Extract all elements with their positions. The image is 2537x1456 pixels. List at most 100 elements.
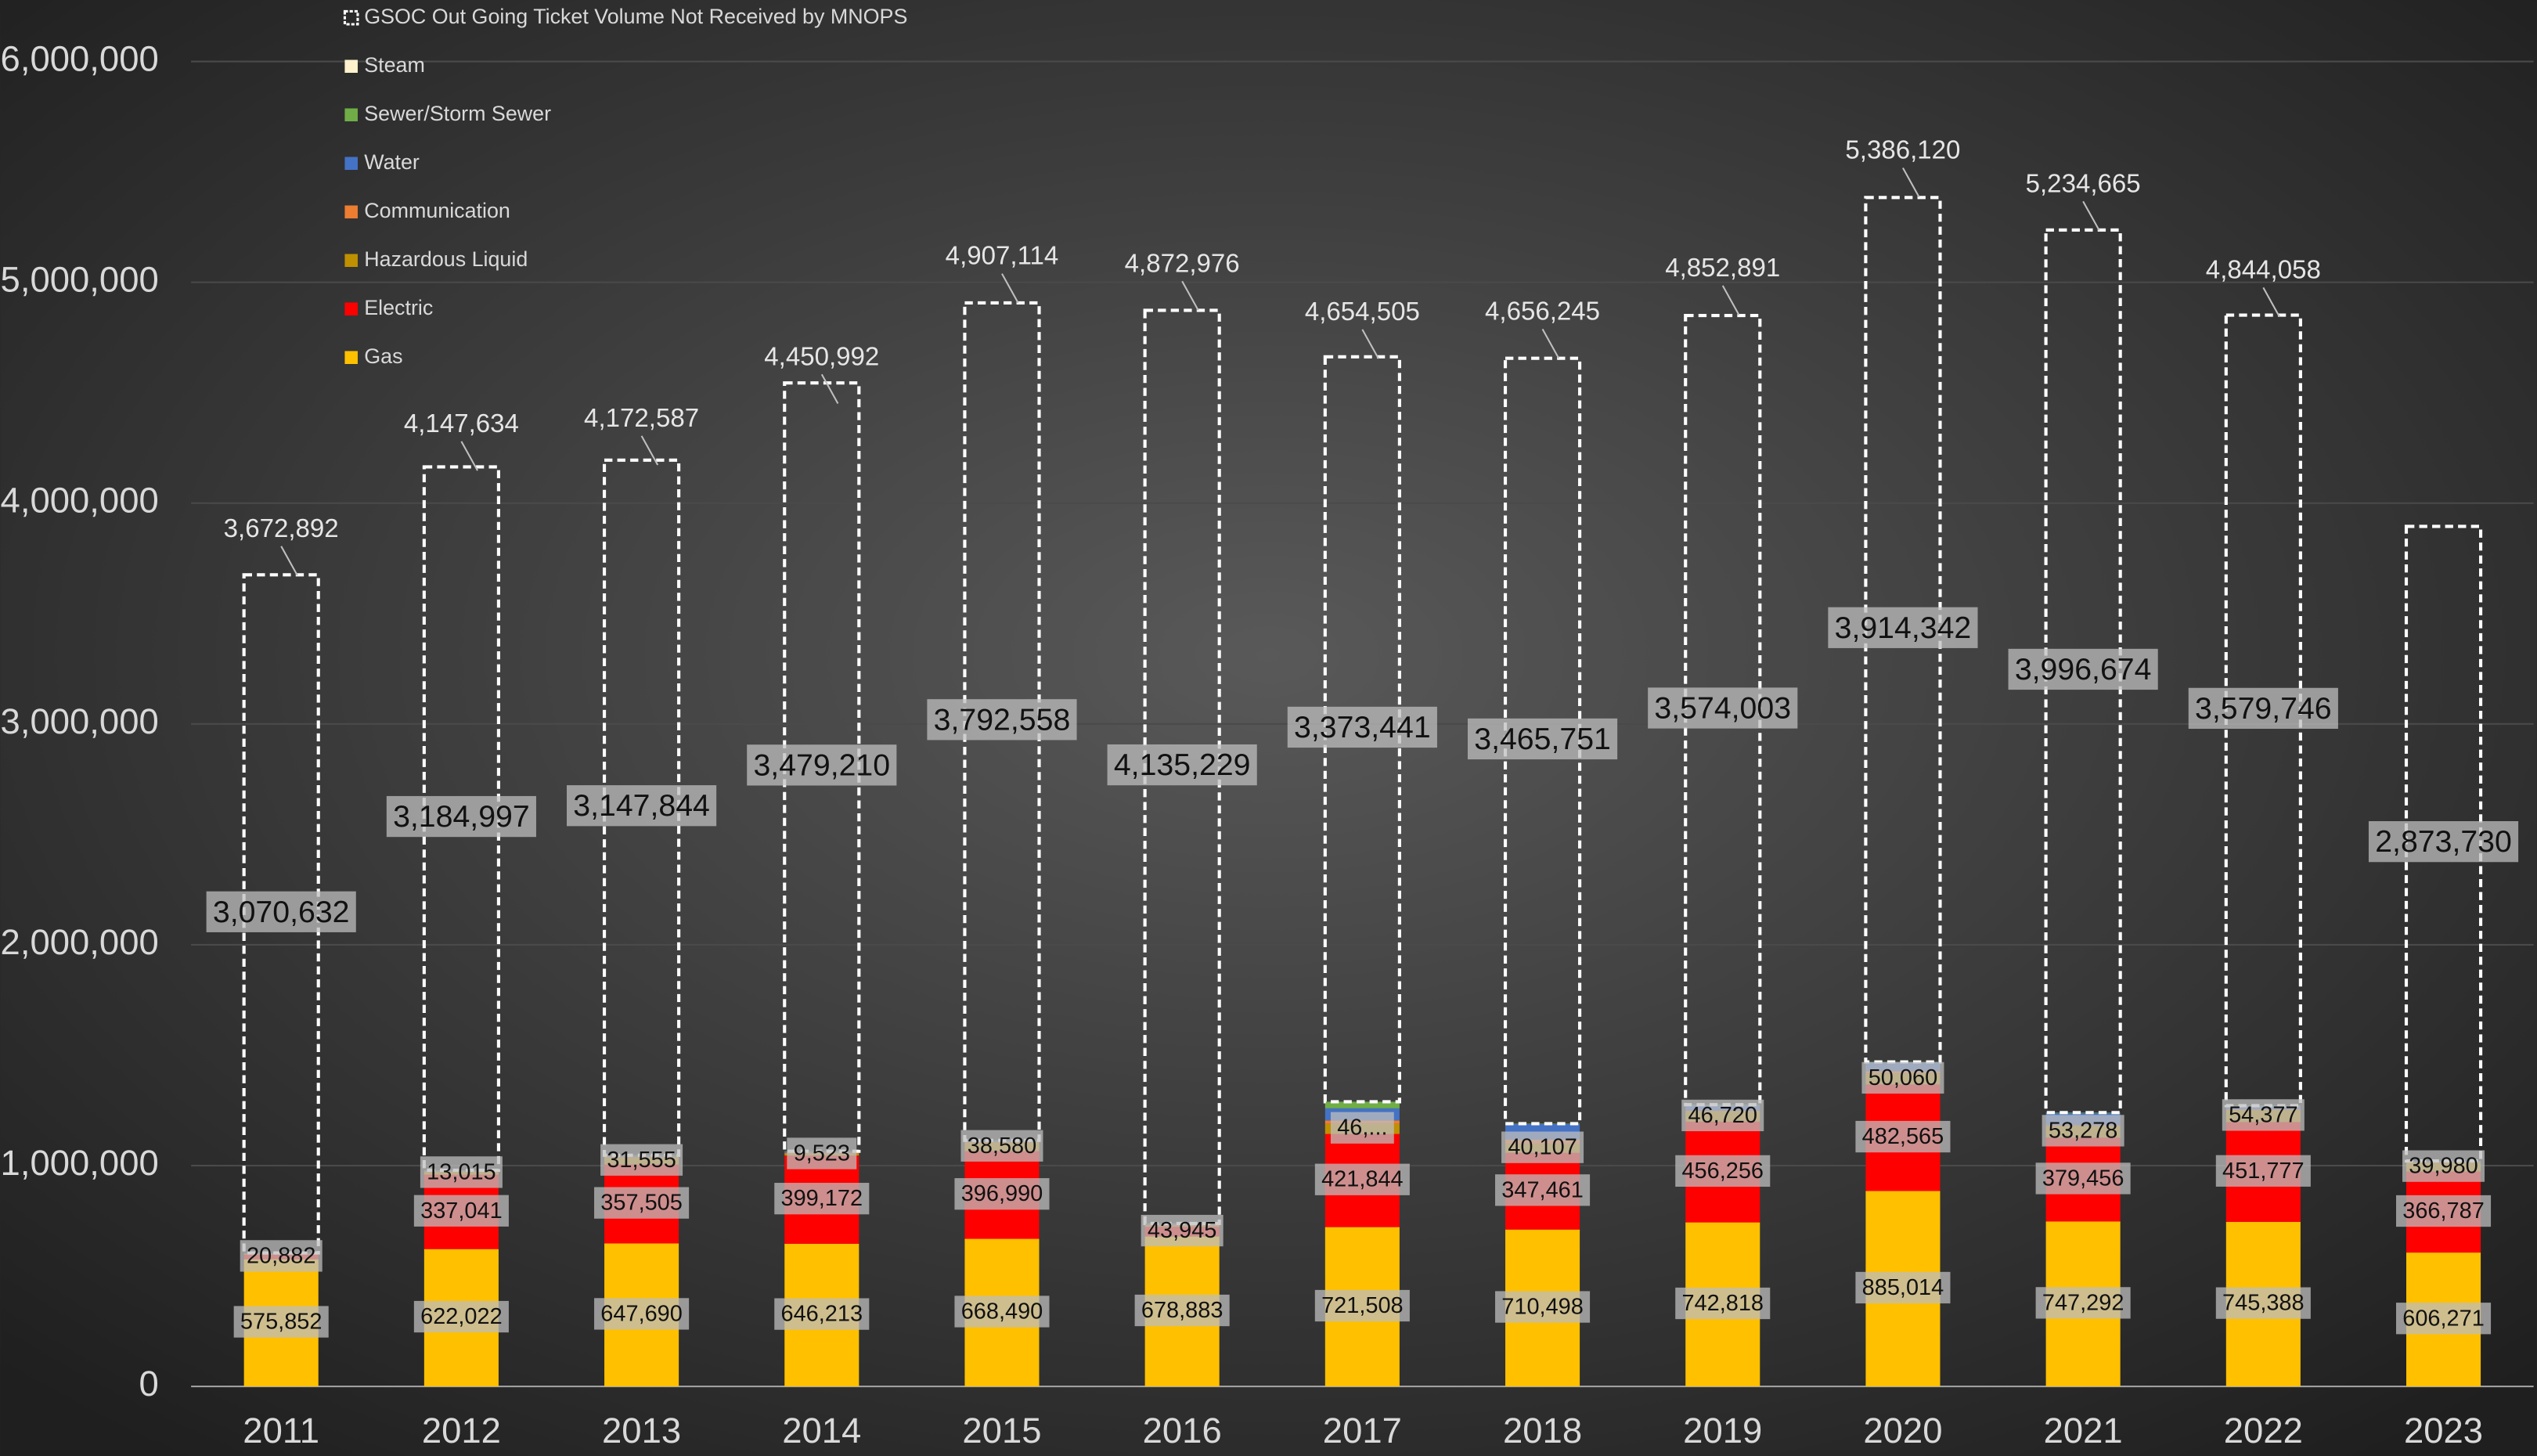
segment-label: 885,014 [1862, 1275, 1944, 1300]
total-label: 4,172,587 [584, 404, 699, 433]
leader-line [2262, 287, 2280, 318]
label-box [1648, 687, 1798, 729]
y-tick-label: 0 [139, 1364, 158, 1404]
y-tick-label: 3,000,000 [1, 701, 159, 741]
segment-label-large: 4,135,229 [1114, 748, 1251, 782]
label-box [1287, 706, 1437, 748]
total-label: 4,450,992 [764, 342, 879, 371]
label-box [1501, 1131, 1584, 1163]
segment-label: 668,490 [961, 1299, 1043, 1324]
legend-swatch [343, 9, 359, 26]
label-box [2035, 1162, 2131, 1195]
leader-line [820, 373, 839, 405]
y-tick-label: 5,000,000 [1, 260, 159, 300]
segment-label-large: 3,465,751 [1474, 722, 1611, 756]
label-box [774, 1183, 870, 1215]
label-box [2188, 687, 2338, 730]
label-box [1681, 1099, 1764, 1132]
segment-label-large: 3,184,997 [393, 799, 530, 834]
segment-label: 747,292 [2042, 1290, 2124, 1315]
segment-label: 721,508 [1321, 1293, 1404, 1318]
leader-line [1902, 168, 1920, 198]
segment-label: 742,818 [1681, 1291, 1764, 1316]
legend-label: GSOC Out Going Ticket Volume Not Receive… [364, 5, 907, 28]
label-box [240, 1240, 323, 1272]
label-box [413, 1300, 509, 1333]
y-tick-label: 2,000,000 [1, 922, 159, 962]
label-box [1314, 1289, 1410, 1322]
x-tick-label: 2017 [1323, 1411, 1402, 1451]
label-box [1141, 1214, 1223, 1247]
label-box [594, 1298, 690, 1330]
x-tick-label: 2019 [1683, 1411, 1762, 1451]
legend-label: Hazardous Liquid [364, 247, 528, 271]
segment-label-large: 3,579,746 [2195, 691, 2332, 726]
segment-label-large: 3,147,844 [573, 788, 710, 823]
label-box [2395, 1303, 2492, 1335]
segment-label-large: 3,996,674 [2015, 652, 2152, 687]
leader-line [460, 441, 478, 471]
segment-label: 337,041 [420, 1198, 503, 1224]
label-box [233, 1306, 329, 1338]
bar-segment [2045, 1112, 2121, 1113]
label-box [1314, 1163, 1410, 1195]
label-box [2215, 1287, 2311, 1319]
label-box [1855, 1271, 1951, 1304]
x-tick-label: 2020 [1863, 1411, 1942, 1451]
x-tick-label: 2022 [2224, 1411, 2303, 1451]
x-tick-label: 2013 [602, 1411, 681, 1451]
segment-label-large: 3,574,003 [1654, 690, 1791, 725]
segment-label: 421,844 [1321, 1167, 1404, 1192]
label-box [1134, 1294, 1230, 1327]
x-tick-label: 2012 [422, 1411, 501, 1451]
segment-label: 347,461 [1501, 1177, 1584, 1202]
label-box [1467, 718, 1618, 760]
segment-label: 53,278 [2049, 1118, 2117, 1143]
label-box [600, 1144, 683, 1176]
segment-label: 647,690 [600, 1301, 683, 1326]
leader-line [2082, 200, 2100, 231]
segment-label: 13,015 [427, 1159, 496, 1184]
total-label: 5,234,665 [2026, 169, 2141, 198]
segment-label-large: 3,070,632 [213, 895, 350, 929]
label-box [1855, 1120, 1951, 1153]
segment-label: 678,883 [1141, 1298, 1223, 1323]
leader-line [280, 546, 298, 576]
segment-label: 745,388 [2222, 1291, 2305, 1316]
label-box [2402, 1150, 2485, 1182]
total-label: 3,672,892 [224, 514, 339, 543]
x-tick-label: 2011 [243, 1411, 319, 1451]
legend-swatch [344, 157, 358, 170]
segment-label: 46,... [1337, 1115, 1387, 1141]
label-box [1675, 1155, 1771, 1188]
x-tick-label: 2015 [962, 1411, 1041, 1451]
label-box [2215, 1155, 2311, 1187]
y-tick-label: 6,000,000 [1, 39, 159, 79]
segment-label: 451,777 [2222, 1159, 2305, 1184]
segment-label: 46,720 [1688, 1103, 1757, 1128]
segment-label: 606,271 [2402, 1306, 2485, 1331]
legend-label: Communication [364, 199, 510, 222]
x-tick-label: 2018 [1503, 1411, 1582, 1451]
label-box [567, 785, 717, 827]
segment-label: 379,456 [2042, 1166, 2124, 1191]
segment-label: 50,060 [1869, 1065, 1937, 1090]
label-box [2035, 1287, 2131, 1319]
segment-label: 575,852 [240, 1310, 323, 1335]
segment-label: 482,565 [1862, 1124, 1944, 1149]
legend-swatch [344, 351, 358, 364]
x-tick-label: 2023 [2404, 1411, 2483, 1451]
label-box [1330, 1112, 1394, 1144]
y-tick-label: 4,000,000 [1, 481, 159, 521]
segment-label: 710,498 [1501, 1295, 1584, 1320]
total-label: 4,844,058 [2206, 255, 2321, 284]
label-box [747, 744, 897, 786]
leader-line [1361, 329, 1379, 359]
x-tick-label: 2014 [782, 1411, 861, 1451]
segment-label: 622,022 [420, 1304, 503, 1329]
label-box [2041, 1115, 2124, 1147]
x-tick-label: 2021 [2044, 1411, 2123, 1451]
legend-label: Sewer/Storm Sewer [364, 102, 551, 125]
